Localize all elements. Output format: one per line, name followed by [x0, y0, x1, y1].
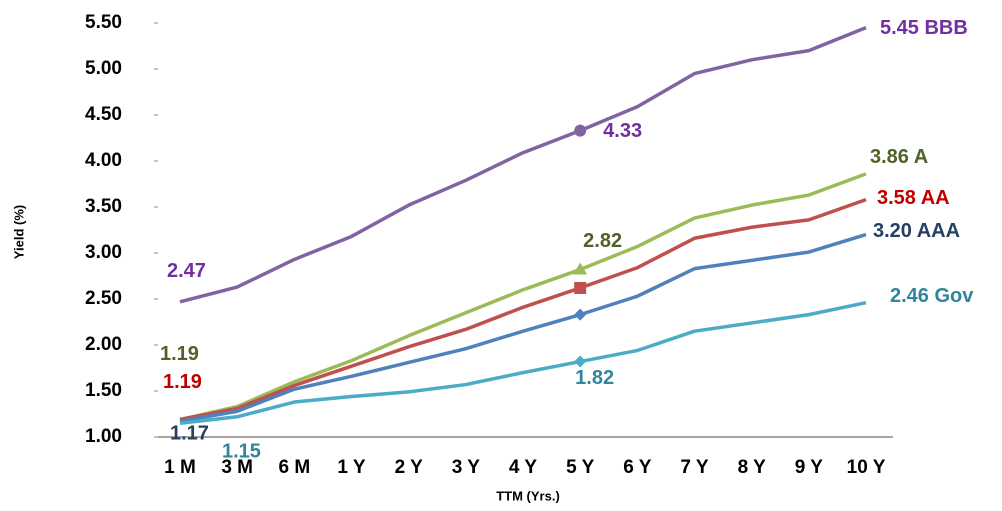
y-tick-label: 3.00	[85, 242, 122, 263]
data-label: 3.58 AA	[877, 187, 950, 209]
x-tick-label: 7 Y	[680, 457, 709, 478]
y-tick-label: 4.00	[85, 150, 122, 171]
y-axis-title: Yield (%)	[11, 205, 26, 259]
x-tick-label: 6 Y	[623, 457, 652, 478]
y-tick-label: 5.00	[85, 58, 122, 79]
x-axis-title: TTM (Yrs.)	[496, 488, 560, 503]
x-tick-label: 1 M	[164, 457, 196, 478]
data-label: 2.46 Gov	[890, 285, 974, 307]
series-line	[179, 232, 867, 424]
x-tick-label: 4 Y	[509, 457, 538, 478]
data-label: 1.19	[163, 371, 202, 393]
marker	[574, 308, 587, 321]
data-label: 1.19	[160, 343, 199, 365]
marker	[573, 262, 588, 275]
series-line	[179, 172, 867, 422]
data-label: 5.45 BBB	[880, 17, 968, 39]
series-line	[179, 300, 867, 425]
y-tick-label: 2.00	[85, 334, 122, 355]
series-line	[179, 197, 867, 422]
x-tick-label: 3 M	[221, 457, 253, 478]
x-tick-label: 9 Y	[795, 457, 824, 478]
x-tick-label: 6 M	[278, 457, 310, 478]
series-line	[179, 25, 867, 304]
y-tick-label: 1.00	[85, 426, 122, 447]
data-label: 3.86 A	[870, 146, 928, 168]
data-label: 2.82	[583, 230, 622, 252]
y-tick-label: 4.50	[85, 104, 122, 125]
x-tick-label: 5 Y	[566, 457, 595, 478]
data-label: 1.17	[170, 423, 209, 445]
x-tick-label: 1 Y	[337, 457, 366, 478]
marker	[574, 355, 587, 368]
x-tick-label: 2 Y	[395, 457, 424, 478]
data-label: 1.15	[222, 440, 261, 462]
marker	[574, 124, 587, 137]
data-label: 4.33	[603, 120, 642, 142]
y-tick-label: 2.50	[85, 288, 122, 309]
y-tick-label: 1.50	[85, 380, 122, 401]
x-tick-label: 10 Y	[847, 457, 886, 478]
data-label: 3.20 AAA	[873, 220, 960, 242]
marker	[574, 281, 587, 294]
data-label: 2.47	[167, 260, 206, 282]
x-tick-label: 3 Y	[452, 457, 481, 478]
x-tick-label: 8 Y	[738, 457, 767, 478]
data-label: 1.82	[575, 367, 614, 389]
y-tick-label: 5.50	[85, 12, 122, 33]
y-tick-label: 3.50	[85, 196, 122, 217]
